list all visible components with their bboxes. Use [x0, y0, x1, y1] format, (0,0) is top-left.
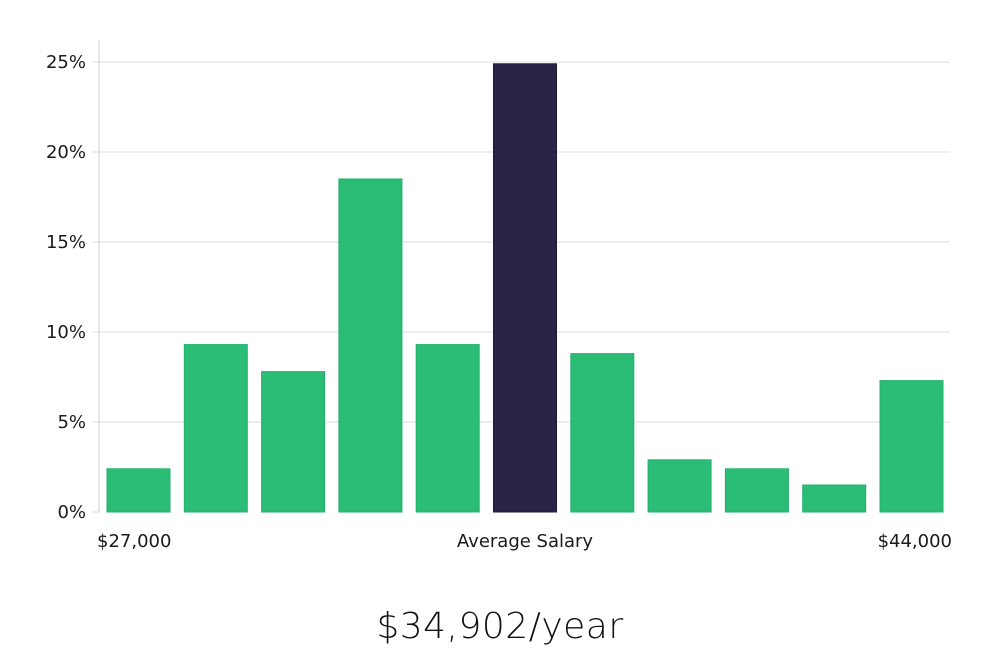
bar — [415, 344, 480, 513]
bars — [106, 63, 944, 513]
bar — [879, 380, 944, 513]
average-salary-value: $34,902/year — [376, 606, 624, 647]
bar — [724, 468, 789, 513]
bar — [261, 371, 326, 513]
y-tick-label: 25% — [46, 52, 86, 73]
y-axis-ticks: 0% 5% 10% 15% 20% 25% — [46, 52, 100, 523]
y-tick-label: 20% — [46, 142, 86, 163]
x-min-label: $27,000 — [97, 531, 171, 552]
salary-distribution-chart: 0%5%10%15%20%25% $27,000 Average Salary … — [46, 40, 952, 552]
bar — [570, 353, 635, 513]
bar — [106, 468, 171, 513]
y-tick-label: 5% — [57, 412, 86, 433]
y-tick-label: 10% — [46, 322, 86, 343]
x-max-label: $44,000 — [878, 531, 952, 552]
x-middle-label: Average Salary — [457, 531, 594, 552]
bar — [338, 178, 403, 513]
y-tick-label: 0% — [57, 502, 86, 523]
y-tick-label: 15% — [46, 232, 86, 253]
bar-average-salary — [493, 63, 557, 513]
bar — [802, 484, 867, 513]
bar — [647, 459, 712, 513]
bar — [183, 344, 248, 513]
